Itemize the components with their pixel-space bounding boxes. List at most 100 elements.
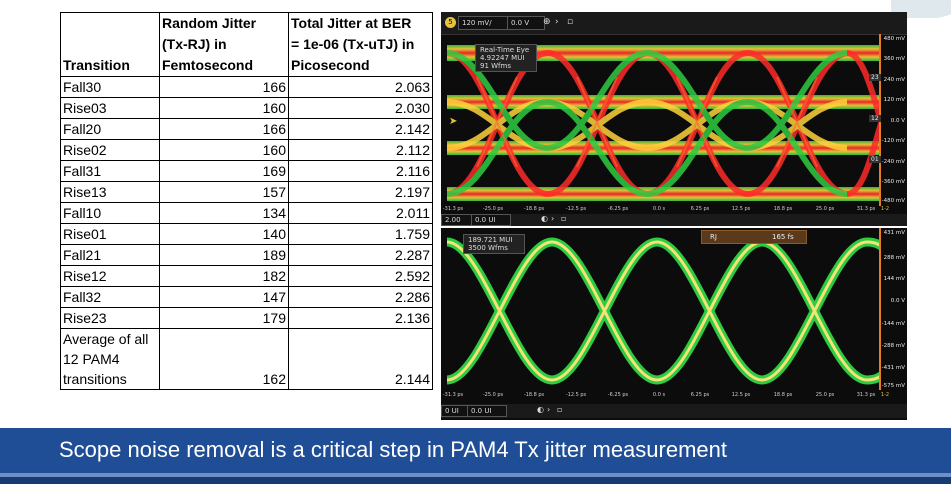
cell-rj: 147 [159,286,289,308]
cell-tj: 2.287 [288,244,433,266]
x-tick-label: 18.8 ps [773,206,793,212]
ui-scale-field[interactable]: 0 UI [441,405,469,417]
y-tick-label: 480 mV [883,36,905,42]
y-tick-label: -360 mV [881,179,905,185]
cell-tj: 2.592 [288,265,433,287]
expand-arrow-icon[interactable]: › [547,405,551,414]
cell-transition: Fall21 [60,244,160,266]
vertical-scale-field[interactable]: 120 mV/ [458,16,510,30]
y-tick-label: -288 mV [881,343,905,349]
eye-noise-cloud [476,76,818,168]
y-tick-label: -431 mV [881,365,905,371]
y-tick-label: -240 mV [881,159,905,165]
expand-arrow-icon[interactable]: › [555,17,559,27]
x-tick-label: -25.0 ps [482,392,504,398]
footer-band [0,473,951,484]
rj-measurement-badge[interactable]: RJ 165 fs [701,230,807,244]
x-tick-label: -25.0 ps [482,206,504,212]
table-row: Rise03 160 2.030 [60,97,433,119]
x-tick-label: 6.25 ps [690,392,710,398]
position-knob-icon[interactable]: ◐ [537,405,544,414]
y-tick-label: 144 mV [883,276,905,282]
cell-tj: 2.063 [288,76,433,98]
clean-eye-core [447,240,879,382]
y-tick-label: 240 mV [883,77,905,83]
x-tick-label: 25.0 ps [815,206,835,212]
x-axis-top: -31.3 ps -25.0 ps -18.8 ps -12.5 ps -6.2… [441,206,907,214]
y-tick-label: -144 mV [881,321,905,327]
horizontal-toolbar-top: 2.00 UI 0.0 UI ◐ › ▫ [441,214,907,234]
x-tick-label: 25.0 ps [815,392,835,398]
popout-icon[interactable]: ▫ [561,214,567,223]
x-tick-label: -12.5 ps [565,206,587,212]
popout-icon[interactable]: ▫ [567,17,574,27]
cell-rj: 182 [159,265,289,287]
x-tick-label: 18.8 ps [773,392,793,398]
cell-transition: Rise01 [60,223,160,245]
table-row: Rise13 157 2.197 [60,181,433,203]
table-row: Fall10 134 2.011 [60,202,433,224]
info-box-bottom: 189.721 MUI 3500 Wfms [463,234,525,254]
cell-rj: 134 [159,202,289,224]
cell-transition: Fall30 [60,76,160,98]
x-axis-bottom: -31.3 ps -25.0 ps -18.8 ps -12.5 ps -6.2… [441,392,907,400]
cell-tj: 2.197 [288,181,433,203]
cell-transition: Rise13 [60,181,160,203]
trigger-level-bar[interactable] [879,228,881,390]
cell-tj: 2.142 [288,118,433,140]
table-row: Rise12 182 2.592 [60,265,433,287]
popout-icon[interactable]: ▫ [557,405,563,414]
cell-rj: 189 [159,244,289,266]
cell-tj: 2.286 [288,286,433,308]
eye-diagram-noisy [447,37,879,207]
expand-arrow-icon[interactable]: › [551,214,555,223]
scope-panel-top: 5 120 mV/ 0.0 V ⊕ › ▫ [441,12,907,234]
cell-average-label: Average of all 12 PAM4 transitions [60,328,160,390]
y-tick-label: 0.0 V [890,298,905,304]
x-tick-label: -31.3 ps [442,392,464,398]
cell-transition: Rise03 [60,97,160,119]
eye-diagram-noisy-svg [447,45,879,201]
channel-badge[interactable]: 5 [445,17,456,28]
y-tick-label: -480 mV [881,198,905,204]
x-tick-label: 6.25 ps [690,206,710,212]
cell-rj: 160 [159,139,289,161]
cell-rj: 157 [159,181,289,203]
cell-rj: 169 [159,160,289,182]
table-row: Rise02 160 2.112 [60,139,433,161]
footer-stripe [0,473,951,477]
x-tick-label: 31.3 ps [856,392,876,398]
y-tick-label: -575 mV [881,383,905,389]
rj-measurement-label: RJ [710,233,717,241]
ui-offset-field[interactable]: 0.0 UI [467,405,507,417]
cell-transition: Fall10 [60,202,160,224]
scope-panel-bottom: 189.721 MUI 3500 Wfms RJ 165 fs 431 mV 2… [441,228,907,420]
table-average-row: Average of all 12 PAM4 transitions 162 2… [60,328,433,390]
position-knob-icon[interactable]: ◐ [541,214,548,223]
cell-average-tj: 2.144 [288,328,433,390]
x-tick-label: 12.5 ps [731,206,751,212]
ui-scale-field[interactable]: 2.00 UI [441,214,473,234]
header-total-jitter: Total Jitter at BER = 1e-06 (Tx-uTJ) in … [288,12,433,77]
y-tick-label: 360 mV [883,56,905,62]
ground-marker-icon[interactable]: ➤ [449,116,458,127]
position-knob-icon[interactable]: ⊕ [543,17,551,27]
cell-tj: 1.759 [288,223,433,245]
cell-transition: Fall32 [60,286,160,308]
eye-diagram-clean-svg [447,237,879,385]
x-end-label: 1-2 [880,206,890,212]
table-row: Fall32 147 2.286 [60,286,433,308]
cell-average-rj: 162 [159,328,289,390]
x-tick-label: -18.8 ps [523,392,545,398]
cell-transition: Rise02 [60,139,160,161]
ui-offset-field[interactable]: 0.0 UI [471,214,511,226]
table-row: Rise01 140 1.759 [60,223,433,245]
table-row: Fall21 189 2.287 [60,244,433,266]
vertical-offset-field[interactable]: 0.0 V [507,16,545,30]
eye-diagram-clean [447,230,879,390]
x-tick-label: -6.25 ps [607,206,629,212]
caption-text: Scope noise removal is a critical step i… [59,437,728,462]
x-tick-label: -31.3 ps [442,206,464,212]
y-tick-label: 120 mV [883,97,905,103]
horizontal-toolbar-bottom: 0 UI 0.0 UI ◐ › ▫ [441,404,907,418]
